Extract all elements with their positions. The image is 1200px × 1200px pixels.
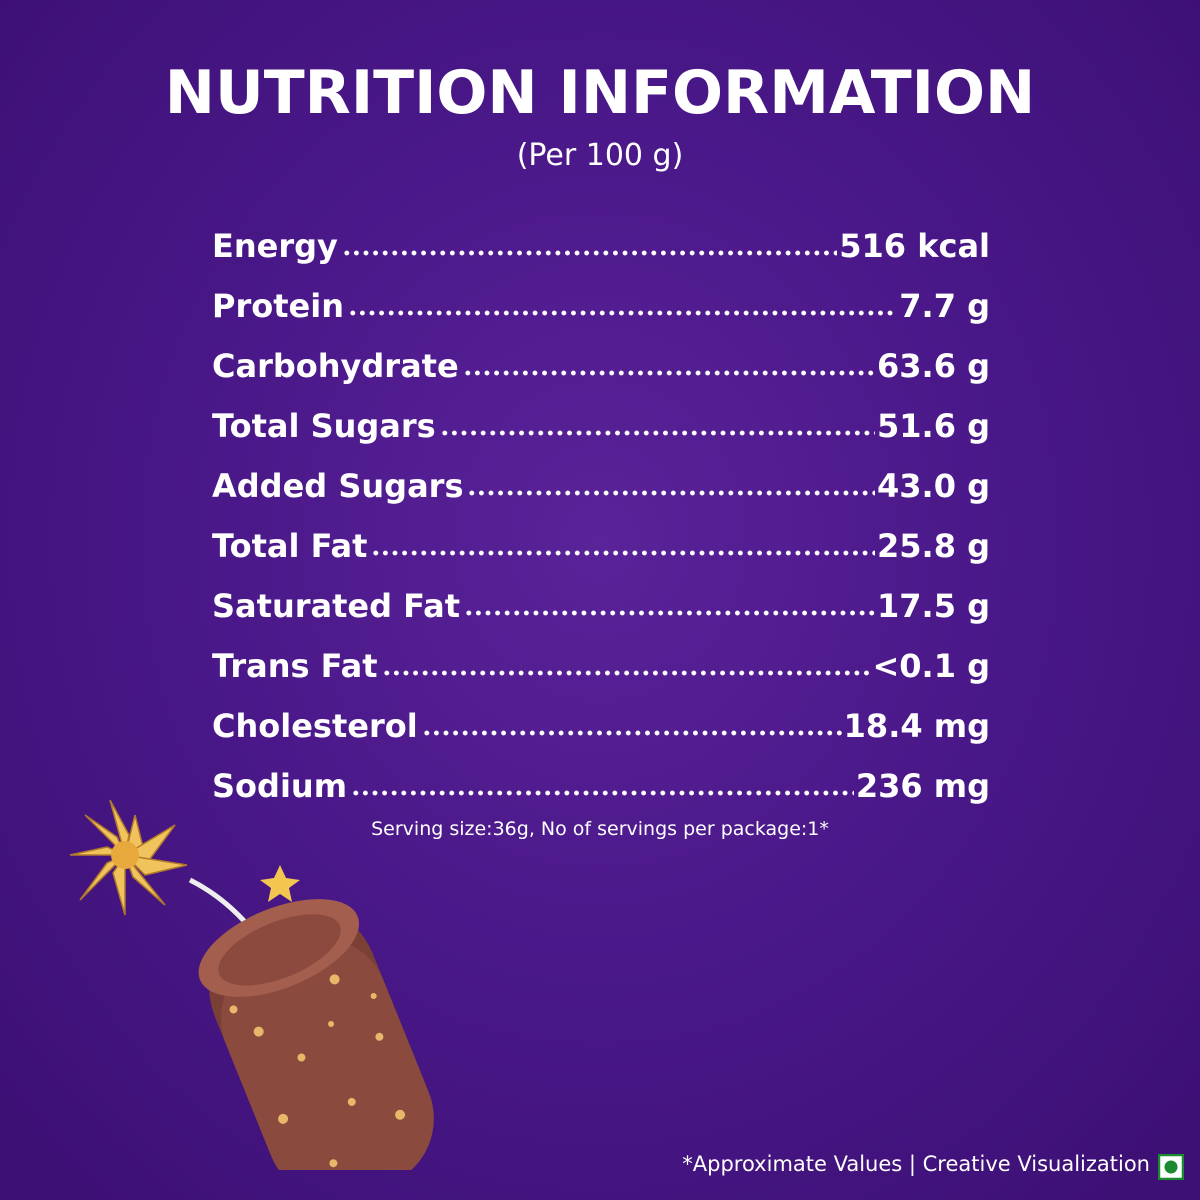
nutrient-name: Saturated Fat (212, 587, 461, 625)
nutrient-name: Sodium (212, 767, 348, 805)
nutrient-value: 17.5 g (877, 587, 990, 625)
dot-leader (381, 670, 871, 676)
nutrient-name: Trans Fat (212, 647, 378, 685)
dot-leader (421, 730, 842, 736)
nutrition-row: Energy 516 kcal (212, 206, 990, 266)
nutrient-value: 43.0 g (877, 467, 990, 505)
nutrient-value: 236 mg (855, 767, 990, 805)
nutrition-row: Saturated Fat 17.5 g (212, 566, 990, 626)
nutrient-value: 25.8 g (877, 527, 990, 565)
nutrient-name: Carbohydrate (212, 347, 459, 385)
nutrient-name: Total Fat (212, 527, 368, 565)
chocolate-cracker-illustration (69, 799, 434, 1170)
nutrient-value: 51.6 g (877, 407, 990, 445)
dot-leader (464, 610, 875, 616)
nutrient-name: Total Sugars (212, 407, 436, 445)
title: NUTRITION INFORMATION (164, 58, 1036, 128)
nutrient-name: Added Sugars (212, 467, 464, 505)
subtitle: (Per 100 g) (516, 138, 684, 173)
dot-leader (467, 490, 875, 496)
nutrient-name: Energy (212, 227, 338, 265)
nutrition-row: Protein 7.7 g (212, 266, 990, 326)
nutrition-row: Total Sugars 51.6 g (212, 386, 990, 446)
nutrient-value: 18.4 mg (843, 707, 990, 745)
dot-leader (462, 370, 875, 376)
nutrient-value: 63.6 g (877, 347, 990, 385)
nutrient-value: 516 kcal (839, 227, 990, 265)
nutrition-row: Total Fat 25.8 g (212, 506, 990, 566)
nutrition-row: Cholesterol 18.4 mg (212, 686, 990, 746)
dot-leader (347, 310, 898, 316)
veg-symbol (1158, 1154, 1184, 1180)
nutrition-row: Sodium 236 mg (212, 746, 990, 806)
dot-leader (371, 550, 875, 556)
footer-note: *Approximate Values | Creative Visualiza… (682, 1152, 1150, 1176)
dot-leader (341, 250, 838, 256)
serving-note: Serving size:36g, No of servings per pac… (371, 818, 829, 840)
nutrition-row: Carbohydrate 63.6 g (212, 326, 990, 386)
dot-leader (351, 790, 854, 796)
nutrient-name: Protein (212, 287, 344, 325)
nutrient-value: 7.7 g (899, 287, 990, 325)
nutrition-table: Energy 516 kcal Protein 7.7 g Carbohydrate 63… (212, 206, 990, 806)
nutrition-row: Added Sugars 43.0 g (212, 446, 990, 506)
nutrition-row: Trans Fat <0.1 g (212, 626, 990, 686)
dot-leader (439, 430, 875, 436)
nutrient-value: <0.1 g (872, 647, 990, 685)
nutrient-name: Cholesterol (212, 707, 418, 745)
